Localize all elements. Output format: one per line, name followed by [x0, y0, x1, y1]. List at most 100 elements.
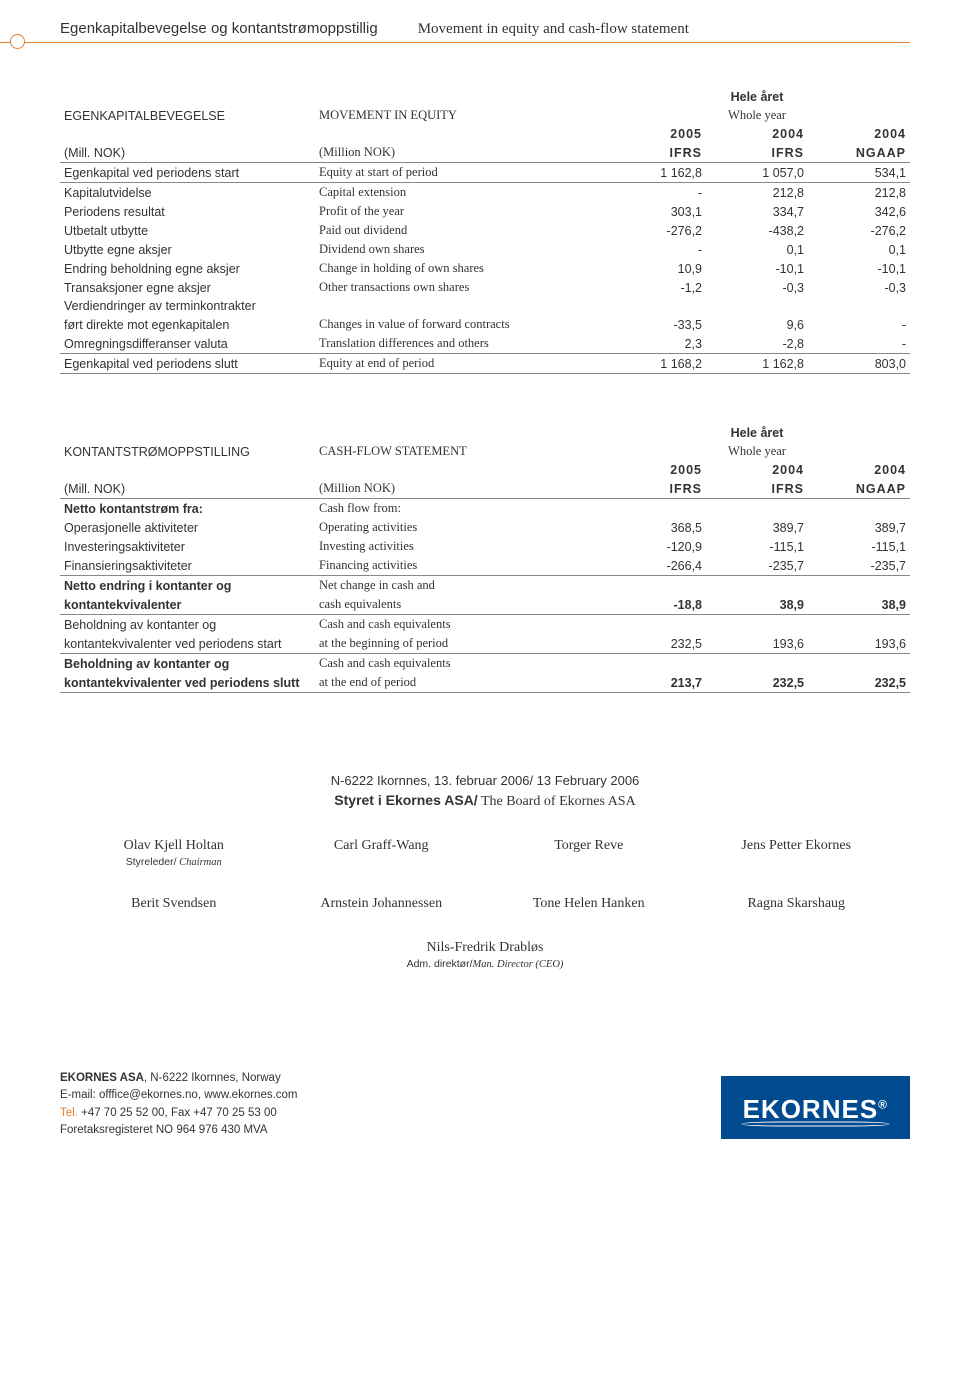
row-val-1: -10,1	[706, 259, 808, 278]
cf-year-1: 2004	[706, 461, 808, 479]
row-label-no: Endring beholdning egne aksjer	[60, 259, 315, 278]
row-val-2: 38,9	[808, 595, 910, 615]
row-val-2: 193,6	[808, 634, 910, 654]
signature-cell: Carl Graff-Wang	[278, 838, 486, 868]
equity-section-en: MOVEMENT IN EQUITY	[315, 106, 604, 125]
table-row: kontantekvivalentercash equivalents-18,8…	[60, 595, 910, 615]
footer-contact: EKORNES ASA, N-6222 Ikornnes, Norway E-m…	[60, 1070, 298, 1139]
row-val-0: 368,5	[604, 518, 706, 537]
cf-section-no: KONTANTSTRØMOPPSTILLING	[60, 442, 315, 461]
row-label-no: Utbetalt utbytte	[60, 221, 315, 240]
row-label-no: Operasjonelle aktiviteter	[60, 518, 315, 537]
logo-text: EKORNES	[743, 1094, 879, 1124]
equity-year-0: 2005	[604, 125, 706, 143]
row-label-en: Profit of the year	[315, 202, 604, 221]
cf-unit-en: (Million NOK)	[315, 479, 604, 499]
row-label-no: Periodens resultat	[60, 202, 315, 221]
row-val-2	[808, 576, 910, 596]
row-val-0	[604, 576, 706, 596]
row-val-2	[808, 615, 910, 635]
equity-std-1: IFRS	[706, 143, 808, 163]
row-val-0	[604, 654, 706, 674]
cf-std-2: NGAAP	[808, 479, 910, 499]
row-val-0: -	[604, 183, 706, 203]
row-val-2	[808, 499, 910, 519]
row-val-2: -115,1	[808, 537, 910, 556]
row-label-en: Investing activities	[315, 537, 604, 556]
row-val-0: -120,9	[604, 537, 706, 556]
table-row: Egenkapital ved periodens startEquity at…	[60, 163, 910, 183]
row-val-0: -33,5	[604, 315, 706, 334]
footer-email: E-mail: offfice@ekornes.no, www.ekornes.…	[60, 1087, 298, 1104]
table-row: Utbytte egne aksjerDividend own shares-0…	[60, 240, 910, 259]
row-val-1: 1 162,8	[706, 354, 808, 374]
row-val-0: 1 162,8	[604, 163, 706, 183]
row-val-1: 9,6	[706, 315, 808, 334]
sig-row-2: Berit SvendsenArnstein JohannessenTone H…	[60, 896, 910, 912]
row-label-en: Paid out dividend	[315, 221, 604, 240]
row-label-no: Finansieringsaktiviteter	[60, 556, 315, 576]
cashflow-table: Hele året KONTANTSTRØMOPPSTILLING CASH-F…	[60, 424, 910, 693]
footer-tel-label: Tel.	[60, 1107, 78, 1119]
row-val-2: -10,1	[808, 259, 910, 278]
row-label-no: Netto kontantstrøm fra:	[60, 499, 315, 519]
signature-cell: Berit Svendsen	[70, 896, 278, 912]
sig-ceo: Nils-Fredrik Drabløs Adm. direktør/Man. …	[70, 940, 900, 970]
cf-std-1: IFRS	[706, 479, 808, 499]
row-val-0	[604, 499, 706, 519]
row-label-en: Equity at end of period	[315, 354, 604, 374]
row-val-1: -2,8	[706, 334, 808, 354]
row-val-2: 212,8	[808, 183, 910, 203]
row-label-no: kontantekvivalenter ved periodens start	[60, 634, 315, 654]
sig-name: Tone Helen Hanken	[533, 896, 645, 911]
row-label-en: Operating activities	[315, 518, 604, 537]
row-val-2: 389,7	[808, 518, 910, 537]
row-val-0: -276,2	[604, 221, 706, 240]
table-row: Transaksjoner egne aksjerOther transacti…	[60, 278, 910, 297]
row-label-en: Capital extension	[315, 183, 604, 203]
table-row: Endring beholdning egne aksjerChange in …	[60, 259, 910, 278]
row-label-no: Verdiendringer av terminkontrakter	[60, 297, 315, 315]
equity-year-1: 2004	[706, 125, 808, 143]
table-row: InvesteringsaktiviteterInvesting activit…	[60, 537, 910, 556]
footer-company: EKORNES ASA	[60, 1072, 144, 1084]
row-val-2: 232,5	[808, 673, 910, 693]
row-label-no: Kapitalutvidelse	[60, 183, 315, 203]
sig-name: Berit Svendsen	[131, 896, 216, 911]
row-val-1: 193,6	[706, 634, 808, 654]
cf-section-en: CASH-FLOW STATEMENT	[315, 442, 604, 461]
row-val-2: -276,2	[808, 221, 910, 240]
sig-name: Torger Reve	[554, 838, 623, 853]
row-label-en: Financing activities	[315, 556, 604, 576]
row-label-en: at the beginning of period	[315, 634, 604, 654]
equity-period-no: Hele året	[706, 88, 808, 106]
row-val-0	[604, 615, 706, 635]
equity-year-2: 2004	[808, 125, 910, 143]
row-val-1	[706, 576, 808, 596]
table-row: Omregningsdifferanser valutaTranslation …	[60, 334, 910, 354]
row-label-no: Omregningsdifferanser valuta	[60, 334, 315, 354]
sig-ceo-name: Nils-Fredrik Drabløs	[426, 940, 543, 955]
row-label-no: Egenkapital ved periodens start	[60, 163, 315, 183]
row-val-0: -	[604, 240, 706, 259]
page-footer: EKORNES ASA, N-6222 Ikornnes, Norway E-m…	[60, 1070, 910, 1139]
row-val-1: 0,1	[706, 240, 808, 259]
header-title-no: Egenkapitalbevegelse og kontantstrømopps…	[60, 20, 378, 37]
row-val-1	[706, 615, 808, 635]
row-val-0: 213,7	[604, 673, 706, 693]
row-label-no: Utbytte egne aksjer	[60, 240, 315, 259]
row-label-en: at the end of period	[315, 673, 604, 693]
sig-board-no: Styret i Ekornes ASA/	[334, 792, 477, 808]
cf-year-0: 2005	[604, 461, 706, 479]
sig-role-no: Styreleder/	[126, 856, 177, 868]
signature-cell: Torger Reve	[485, 838, 693, 868]
equity-section-no: EGENKAPITALBEVEGELSE	[60, 106, 315, 125]
row-label-en: Dividend own shares	[315, 240, 604, 259]
cf-year-2: 2004	[808, 461, 910, 479]
equity-unit-en: (Million NOK)	[315, 143, 604, 163]
row-val-0	[604, 297, 706, 315]
row-val-2: -235,7	[808, 556, 910, 576]
row-label-no: Beholdning av kontanter og	[60, 615, 315, 635]
signature-cell: Olav Kjell HoltanStyreleder/ Chairman	[70, 838, 278, 868]
header-title-en: Movement in equity and cash-flow stateme…	[418, 21, 689, 38]
